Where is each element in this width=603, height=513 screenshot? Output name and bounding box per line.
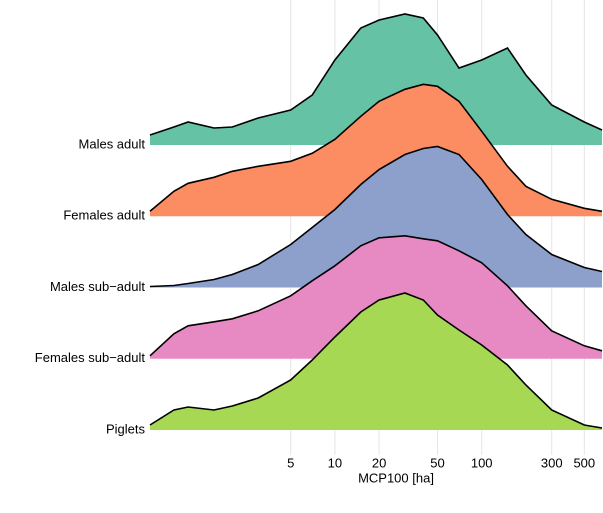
x-tick-label: 100 bbox=[471, 455, 493, 470]
ridge-area bbox=[150, 235, 602, 359]
x-tick-label: 5 bbox=[287, 455, 294, 470]
x-tick-label: 500 bbox=[573, 455, 595, 470]
ridge-area bbox=[150, 14, 602, 145]
y-tick-label: Males sub−adult bbox=[50, 279, 145, 294]
ridge-area bbox=[150, 146, 602, 288]
ridge-line bbox=[149, 234, 603, 357]
y-tick-label: Females sub−adult bbox=[35, 350, 146, 365]
ridge-line bbox=[149, 83, 603, 213]
y-tick-label: Females adult bbox=[63, 208, 145, 223]
ridge-line bbox=[149, 292, 603, 429]
x-axis-title: MCP100 [ha] bbox=[358, 470, 434, 485]
ridge-line bbox=[149, 145, 603, 288]
y-tick-label: Males adult bbox=[79, 136, 146, 151]
x-tick-label: 20 bbox=[372, 455, 386, 470]
ridge-line bbox=[149, 13, 603, 136]
x-tick-label: 50 bbox=[430, 455, 444, 470]
x-tick-label: 300 bbox=[541, 455, 563, 470]
ridge-area bbox=[150, 84, 602, 217]
y-tick-label: Piglets bbox=[106, 421, 146, 436]
x-tick-label: 10 bbox=[328, 455, 342, 470]
